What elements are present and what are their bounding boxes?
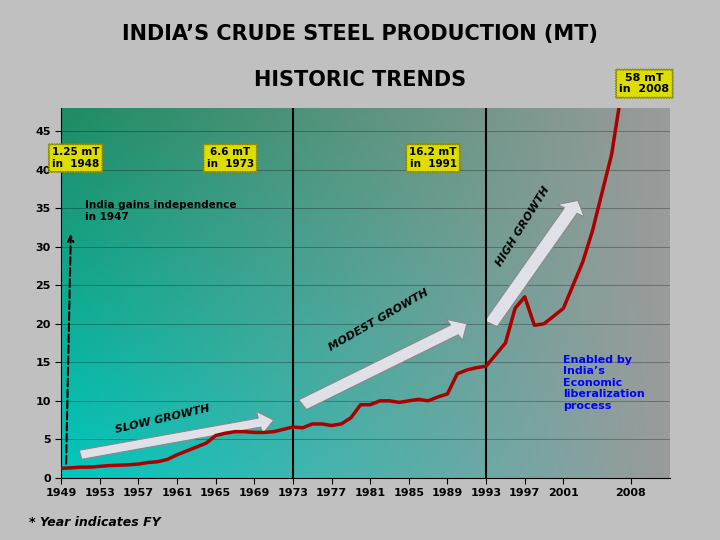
Text: HISTORIC TRENDS: HISTORIC TRENDS xyxy=(254,70,466,90)
FancyArrow shape xyxy=(299,319,467,410)
Text: India gains independence
in 1947: India gains independence in 1947 xyxy=(86,200,237,222)
Text: 58 mT
in  2008: 58 mT in 2008 xyxy=(619,73,670,94)
Text: HIGH GROWTH: HIGH GROWTH xyxy=(494,185,551,268)
Text: 1.25 mT
in  1948: 1.25 mT in 1948 xyxy=(52,147,99,169)
Text: INDIA’S CRUDE STEEL PRODUCTION (MT): INDIA’S CRUDE STEEL PRODUCTION (MT) xyxy=(122,24,598,44)
Text: Enabled by
India’s
Economic
liberalization
process: Enabled by India’s Economic liberalizati… xyxy=(563,355,645,411)
Text: * Year indicates FY: * Year indicates FY xyxy=(29,516,161,530)
Text: 6.6 mT
in  1973: 6.6 mT in 1973 xyxy=(207,147,254,169)
Text: MODEST GROWTH: MODEST GROWTH xyxy=(327,287,430,353)
FancyArrow shape xyxy=(485,200,584,327)
FancyArrow shape xyxy=(79,411,274,460)
Text: 16.2 mT
in  1991: 16.2 mT in 1991 xyxy=(409,147,456,169)
Text: SLOW GROWTH: SLOW GROWTH xyxy=(114,404,211,435)
